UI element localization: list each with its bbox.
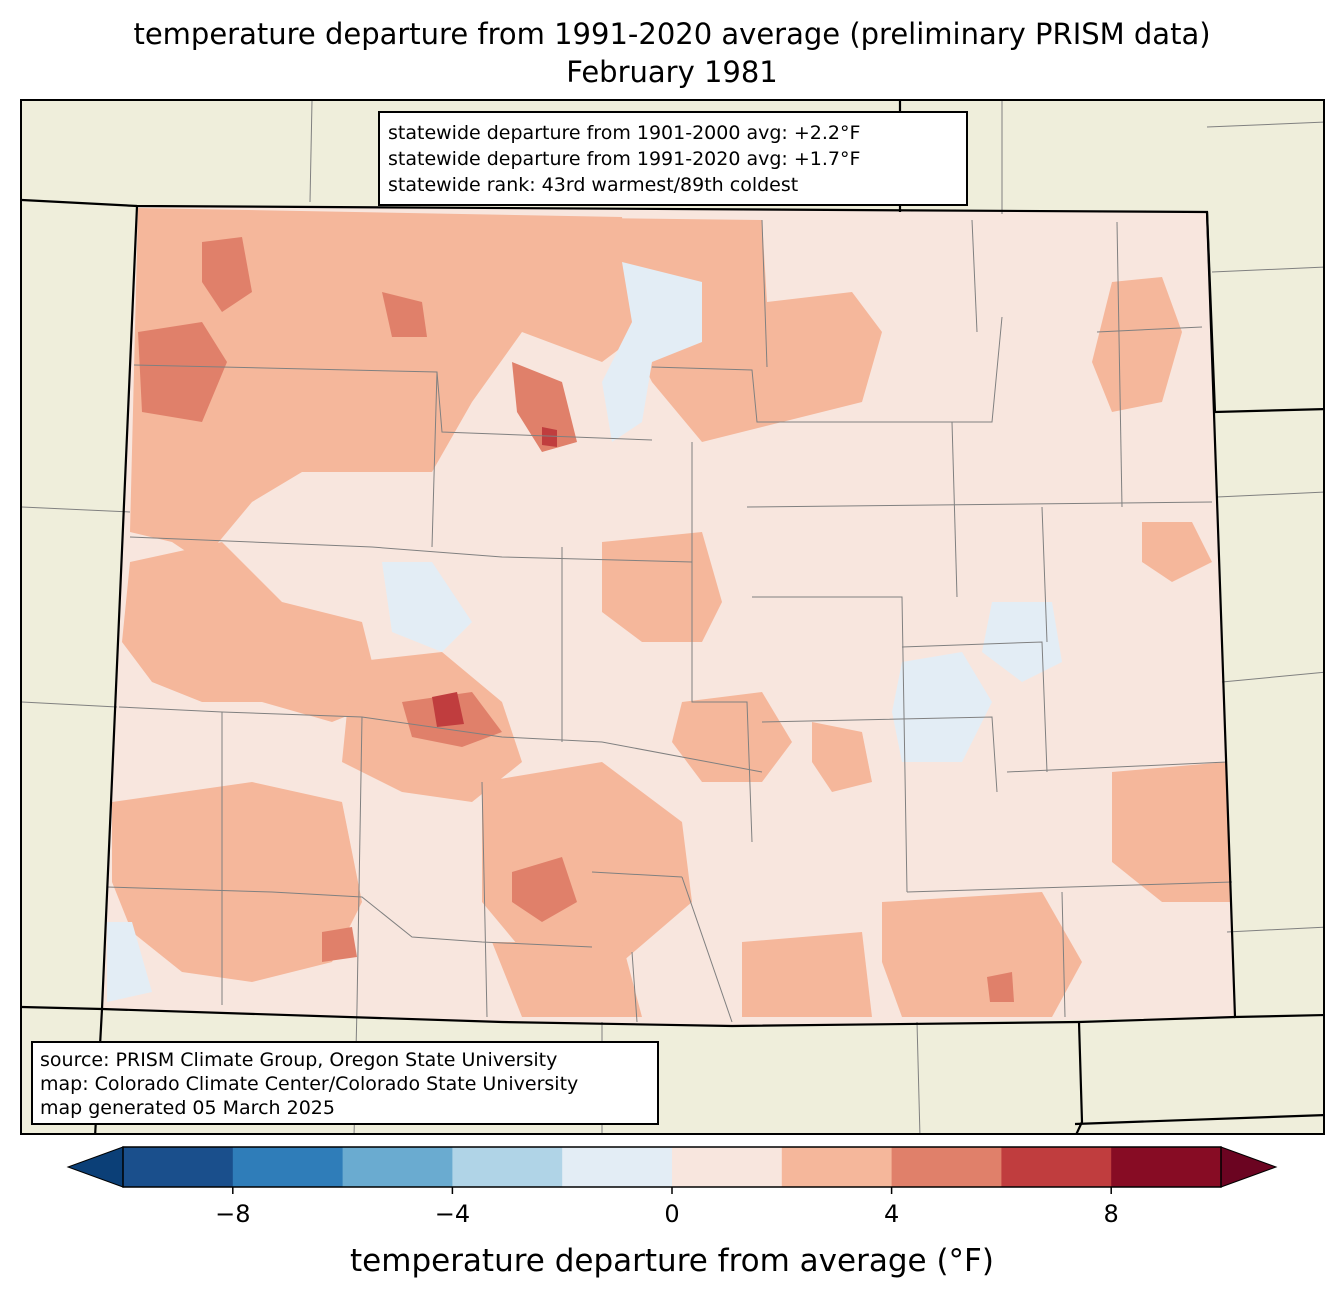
gunnison-cool-region (382, 562, 472, 652)
colorbar-segment (672, 1147, 783, 1187)
southwest-warm-region (112, 782, 362, 982)
chart-title: temperature departure from 1991-2020 ave… (133, 17, 1211, 51)
sawatch-warmest-spot (432, 692, 464, 727)
county-boundaries (106, 219, 1233, 1023)
colorbar-segment (452, 1147, 563, 1187)
park-range-warmest-spot (542, 427, 557, 447)
northeast-warm-region (1092, 277, 1182, 412)
generated-date-line: map generated 05 March 2025 (40, 1097, 335, 1119)
chart-subtitle: February 1981 (566, 55, 778, 89)
colorbar-tick-label: 8 (1104, 1200, 1119, 1228)
east-cool-region-2 (892, 652, 992, 762)
colorbar-tick-label: 0 (664, 1200, 679, 1228)
colorbar-segment (1001, 1147, 1112, 1187)
southwest-cool-region (107, 922, 152, 1002)
cool-anomaly-regions (107, 262, 1062, 1002)
colorado-temperature-map (22, 101, 1323, 1133)
colorbar-label: temperature departure from average (°F) (350, 1243, 994, 1279)
source-line: source: PRISM Climate Group, Oregon Stat… (40, 1049, 558, 1071)
colorbar-segment (342, 1147, 453, 1187)
colorbar-ticks: −8 −4 0 4 8 (215, 1187, 1119, 1228)
pueblo-warm-region (812, 722, 872, 792)
colorbar: −8 −4 0 4 8 (66, 1146, 1278, 1228)
southeast-warm-region-3 (742, 932, 872, 1017)
north-hot-region (382, 292, 427, 337)
warmer-anomaly-regions (138, 237, 1014, 1002)
colorbar-segment (562, 1147, 673, 1187)
south-central-warm-region (492, 942, 642, 1017)
colorbar-tick-label: 4 (884, 1200, 899, 1228)
stats-line-1901-2000: statewide departure from 1901-2000 avg: … (388, 122, 861, 144)
north-park-cool-region (602, 262, 702, 442)
colorbar-segment (232, 1147, 344, 1187)
colorbar-segment (781, 1147, 893, 1187)
colorbar-segment (123, 1147, 234, 1187)
southeast-warm-region-1 (882, 892, 1082, 1017)
northwest-hot-region-2 (202, 237, 252, 312)
northwest-warm-region (130, 208, 642, 562)
neighbor-state-boundaries (22, 101, 1323, 1133)
west-central-warm-region (122, 542, 382, 722)
state-boundaries (22, 101, 1323, 1133)
colorbar-extend-low (66, 1146, 124, 1188)
arkansas-valley-warm-region (672, 692, 792, 782)
colorbar-tick-label: −4 (435, 1200, 470, 1228)
southeast-hot-spot (987, 972, 1014, 1002)
stats-line-1991-2020: statewide departure from 1991-2020 avg: … (388, 148, 861, 170)
statewide-stats-box: statewide departure from 1901-2000 avg: … (378, 111, 968, 206)
colorbar-segment (891, 1147, 1002, 1187)
northwest-hot-region-1 (138, 322, 227, 422)
hottest-anomaly-regions (432, 427, 557, 727)
east-warm-spot (1142, 522, 1212, 582)
southeast-warm-region-2 (1112, 762, 1230, 902)
source-box: source: PRISM Climate Group, Oregon Stat… (31, 1041, 659, 1125)
sangre-hot-region (512, 857, 577, 922)
colorbar-tick-label: −8 (215, 1200, 250, 1228)
front-range-warm-region (602, 532, 722, 642)
park-range-hot-region (512, 362, 577, 452)
colorbar-extend-high (1220, 1146, 1278, 1188)
southwest-hot-spot (322, 927, 357, 962)
stats-line-rank: statewide rank: 43rd warmest/89th coldes… (388, 174, 799, 196)
map-panel (20, 99, 1325, 1135)
colorbar-segment (1111, 1147, 1222, 1187)
map-credit-line: map: Colorado Climate Center/Colorado St… (40, 1073, 579, 1095)
colorbar-segments (66, 1146, 1278, 1188)
east-cool-region (982, 602, 1062, 682)
